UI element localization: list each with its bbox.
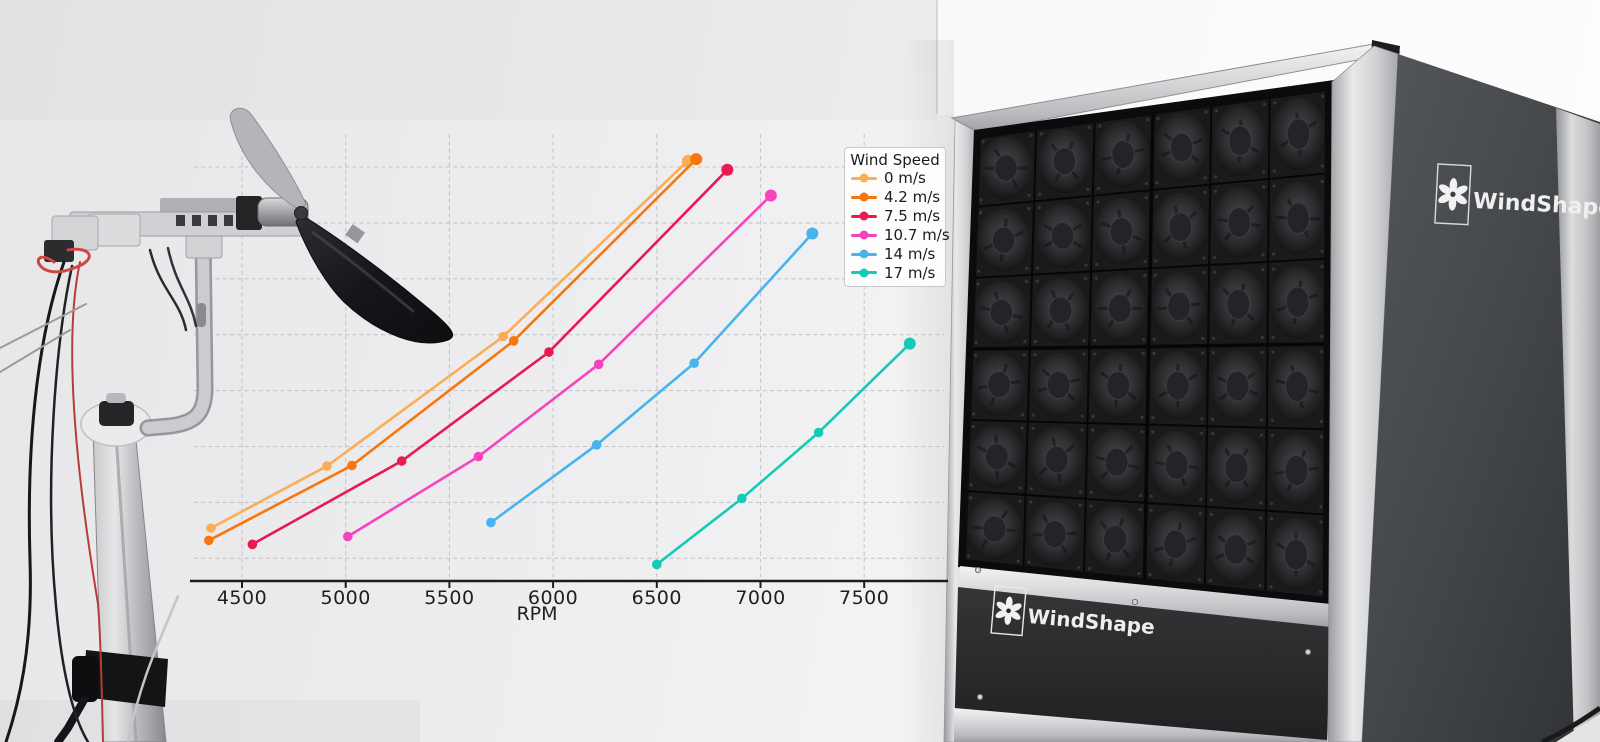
fan-hub [1163,529,1188,560]
fan-hub [1046,370,1071,400]
fan-hub [1050,221,1075,250]
fan-hub [1104,447,1129,477]
windshape-fan-icon [995,596,1022,625]
legend-swatch [851,211,877,221]
panel-screws [974,91,1403,701]
legend-label: 17 m/s [884,263,936,282]
legend-item: 14 m/s [845,245,945,264]
fan-hub [987,371,1012,399]
fan-hub [1165,370,1190,401]
fan-hub [1109,216,1134,246]
legend-swatch [851,249,877,259]
power-cable [1540,705,1600,742]
legend-swatch [851,230,877,240]
fan-hub [984,443,1009,471]
legend-title: Wind Speed [850,151,940,169]
legend-rows: 0 m/s 4.2 m/s 7.5 m/s 10.7 m/s 14 m/s 17 m/s [845,169,950,282]
legend-item: 17 m/s [845,263,945,282]
fan-hub [1106,370,1131,400]
legend-marker [859,230,869,240]
fan-hub [1285,286,1310,319]
wall-left-panel [0,0,937,120]
cabinet-base-rail [954,708,1327,742]
legend-label: 10.7 m/s [884,226,950,245]
legend-label: 4.2 m/s [884,188,941,207]
legend-item: 10.7 m/s [845,226,950,245]
fan-hub [1167,291,1191,322]
fan-hub [1223,534,1248,566]
legend-marker [859,249,869,259]
windshape-fan-icon [1438,178,1468,211]
fan-hub [1107,293,1132,323]
fan-hub [1285,370,1310,403]
fan-hub [1225,370,1250,402]
fan-hub [1226,288,1251,320]
fan-hub [1102,524,1128,554]
fan-hub [1284,454,1309,487]
legend-item: 4.2 m/s [845,188,945,207]
fan-hub [1286,202,1310,235]
legend-swatch [851,192,877,202]
fan-grid [959,84,1332,604]
legend-label: 0 m/s [884,169,926,188]
fan-hub [989,298,1014,327]
legend-item: 7.5 m/s [845,207,945,226]
floor-shadow [0,700,420,742]
fan-hub [1228,125,1252,157]
legend-label: 7.5 m/s [884,207,941,226]
floor-sliver [1556,714,1600,742]
fan-hub [1044,445,1069,474]
cabinet-top-rail [950,43,1401,133]
fan-hub [1227,207,1252,239]
legend-swatch [851,173,877,183]
legend-marker [859,268,869,278]
legend-marker [859,173,869,183]
chart-legend: Wind Speed 0 m/s 4.2 m/s 7.5 m/s 10.7 m/s 14… [844,147,950,288]
cabinet-mid-rail [958,566,1331,627]
fan-hub [982,515,1007,543]
fan-hub [1164,450,1189,481]
legend-item: 0 m/s [845,169,945,188]
cabinet-bottom-panel [954,587,1331,742]
fan-hub [994,154,1018,182]
fan-hub [1169,132,1194,163]
legend-label: 14 m/s [884,245,936,263]
fan-array-cabinet: WindShape [943,40,1600,742]
fan-hub [1286,118,1311,150]
legend-marker [859,192,869,202]
fan-hub [1224,452,1249,484]
fan-hub [1052,147,1077,176]
cabinet-side-panel [1362,54,1600,742]
fan-hub [1283,538,1309,571]
fan-hub [1111,139,1135,169]
fan-hub [1048,296,1073,325]
cabinet-right-rail [1556,108,1600,742]
fan-hub [1168,212,1193,242]
legend-marker [859,211,869,221]
fan-hub [991,226,1016,254]
fan-hub [1042,520,1067,549]
legend-swatch [851,268,877,278]
